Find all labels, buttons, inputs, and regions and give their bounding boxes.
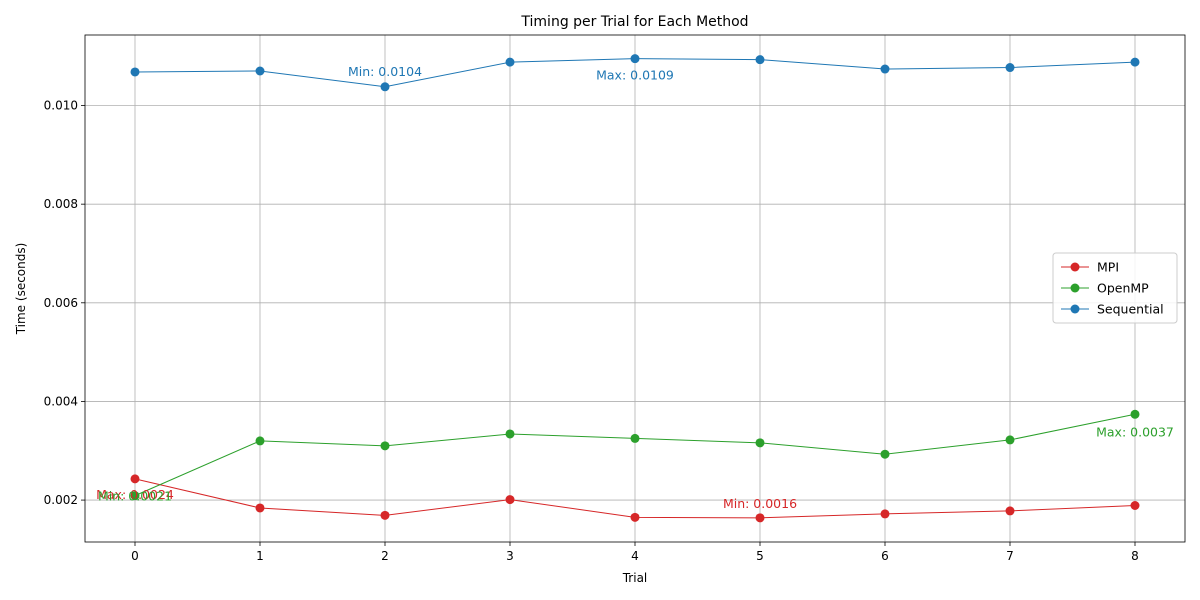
x-axis: 0 1 2 3 4 5 6 7 8: [131, 542, 1139, 563]
x-tick-label: 5: [756, 549, 764, 563]
x-tick-label: 8: [1131, 549, 1139, 563]
grid: [85, 35, 1185, 542]
y-tick-label: 0.006: [44, 296, 78, 310]
series-mpi: [130, 474, 1140, 523]
data-point: [880, 509, 890, 519]
data-point: [755, 55, 765, 65]
y-axis-label: Time (seconds): [14, 243, 28, 336]
x-tick-label: 0: [131, 549, 139, 563]
x-tick-label: 7: [1006, 549, 1014, 563]
x-tick-label: 1: [256, 549, 264, 563]
data-point: [505, 57, 515, 67]
y-axis: 0.002 0.004 0.006 0.008 0.010: [44, 99, 85, 507]
annotation-label: Max: 0.0024: [96, 487, 174, 502]
annotation-label: Min: 0.0016: [723, 496, 797, 511]
x-tick-label: 3: [506, 549, 514, 563]
annotation-label: Min: 0.0104: [348, 64, 422, 79]
data-point: [1130, 57, 1140, 67]
legend-label: MPI: [1097, 260, 1119, 275]
data-point: [880, 449, 890, 459]
x-tick-label: 6: [881, 549, 889, 563]
y-tick-label: 0.008: [44, 197, 78, 211]
legend-item-openmp: OpenMP: [1061, 281, 1149, 296]
data-point: [130, 67, 140, 77]
legend-marker: [1070, 304, 1080, 314]
legend-item-sequential: Sequential: [1061, 302, 1164, 317]
data-point: [1130, 409, 1140, 419]
legend-label: Sequential: [1097, 302, 1164, 317]
data-point: [130, 474, 140, 484]
legend-marker: [1070, 283, 1080, 293]
y-tick-label: 0.004: [44, 394, 78, 408]
data-point: [130, 491, 140, 501]
legend: MPI OpenMP Sequential: [1052, 252, 1178, 324]
data-point: [255, 436, 265, 446]
legend-label: OpenMP: [1097, 281, 1149, 296]
annotation-label: Min: 0.0021: [98, 489, 172, 504]
legend-box: [1052, 252, 1178, 324]
data-point: [1005, 435, 1015, 445]
series-sequential: [130, 54, 1140, 92]
x-axis-label: Trial: [622, 571, 648, 585]
x-tick-label: 4: [631, 549, 639, 563]
series-openmp: [130, 409, 1140, 501]
x-tick-label: 2: [381, 549, 389, 563]
data-point: [630, 433, 640, 443]
y-tick-label: 0.002: [44, 493, 78, 507]
legend-item-mpi: MPI: [1061, 260, 1119, 275]
data-point: [1005, 506, 1015, 516]
data-point: [755, 513, 765, 523]
data-point: [880, 64, 890, 74]
data-point: [505, 495, 515, 505]
data-point: [1005, 63, 1015, 73]
data-point: [630, 512, 640, 522]
data-point: [380, 510, 390, 520]
chart-title: Timing per Trial for Each Method: [520, 14, 748, 30]
data-point: [255, 503, 265, 513]
data-point: [255, 66, 265, 76]
data-point: [1130, 501, 1140, 511]
legend-marker: [1070, 262, 1080, 272]
data-point: [380, 441, 390, 451]
data-point: [380, 82, 390, 92]
annotation-label: Max: 0.0109: [596, 68, 674, 83]
series-layer: [130, 54, 1140, 523]
data-point: [630, 54, 640, 64]
y-tick-label: 0.010: [44, 99, 78, 113]
data-point: [505, 429, 515, 439]
annotation-label: Max: 0.0037: [1096, 424, 1174, 439]
data-point: [755, 438, 765, 448]
